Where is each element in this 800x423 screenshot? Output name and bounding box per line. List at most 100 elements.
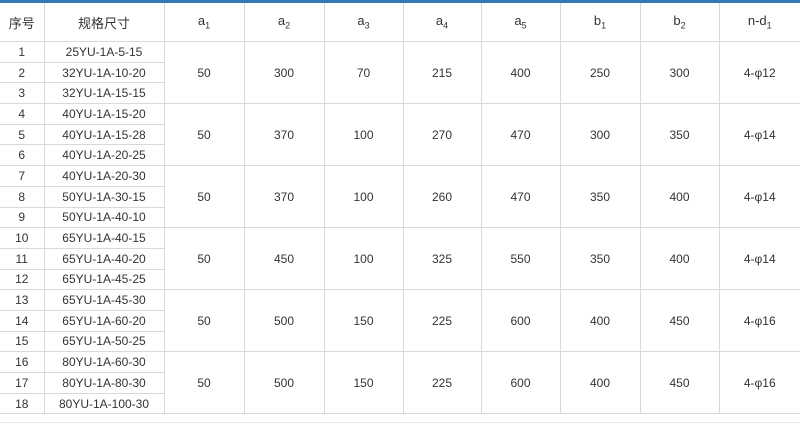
- value-cell-a1: 50: [163, 289, 245, 353]
- spec-cell: 80YU-1A-100-30: [43, 392, 165, 415]
- spec-cell: 40YU-1A-20-30: [43, 165, 165, 187]
- serial-cell: 8: [0, 185, 45, 208]
- value-cell-nd1: 4-φ12: [718, 40, 800, 105]
- serial-cell: 4: [0, 103, 45, 125]
- value-cell-a1: 50: [163, 227, 245, 291]
- serial-cell: 6: [0, 144, 45, 167]
- column-header-a2: a2: [243, 2, 325, 42]
- spec-cell: 80YU-1A-60-30: [43, 351, 165, 373]
- column-header-a4: a4: [402, 2, 482, 42]
- serial-cell: 1: [0, 41, 45, 63]
- value-cell-b1: 350: [559, 227, 641, 291]
- value-cell-a2: 450: [243, 227, 325, 291]
- table-row: 7 40YU-1A-20-30 50 370 100 260 470 350 4…: [0, 165, 800, 229]
- value-cell-a3: 70: [323, 40, 404, 105]
- value-cell-a3: 100: [323, 103, 404, 167]
- value-cell-b1: 250: [559, 40, 641, 105]
- table-row: 4 40YU-1A-15-20 50 370 100 270 470 300 3…: [0, 103, 800, 167]
- value-cell-b2: 450: [639, 289, 720, 353]
- column-header-spec: 规格尺寸: [43, 2, 165, 42]
- value-cell-a2: 300: [243, 40, 325, 105]
- header-subscript: 1: [766, 20, 772, 31]
- table-row: 1 25YU-1A-5-15 50 300 70 215 400 250 300…: [0, 40, 800, 105]
- spec-cell: 80YU-1A-80-30: [43, 372, 165, 394]
- serial-cell: 3: [0, 82, 45, 105]
- column-header-a3: a3: [323, 2, 404, 42]
- value-cell-b2: 400: [639, 165, 720, 229]
- table-row: 14 65YU-1A-60-20: [0, 309, 800, 332]
- value-cell-b2: 450: [639, 351, 720, 415]
- table-row: 9 50YU-1A-40-10: [0, 206, 800, 229]
- table-row: 3 32YU-1A-15-15: [0, 82, 800, 105]
- table-row: 12 65YU-1A-45-25: [0, 268, 800, 291]
- value-cell-nd1: 4-φ16: [718, 289, 800, 353]
- spec-cell: 65YU-1A-40-15: [43, 227, 165, 249]
- value-cell-nd1: 4-φ14: [718, 165, 800, 229]
- column-header-serial: 序号: [0, 2, 45, 42]
- value-cell-a5: 550: [480, 227, 561, 291]
- header-label: a: [435, 13, 444, 29]
- spec-cell: 50YU-1A-30-15: [43, 185, 165, 208]
- header-subscript: 3: [364, 20, 370, 31]
- serial-cell: 10: [0, 227, 45, 249]
- value-cell-nd1: 4-φ14: [718, 227, 800, 291]
- header-label: b: [673, 13, 681, 29]
- value-cell-a1: 50: [163, 40, 245, 105]
- value-cell-a3: 150: [323, 289, 404, 353]
- value-cell-a4: 270: [402, 103, 482, 167]
- value-cell-a5: 600: [480, 289, 561, 353]
- serial-cell: 5: [0, 123, 45, 146]
- value-cell-b2: 400: [639, 227, 720, 291]
- spec-cell: 50YU-1A-40-10: [43, 206, 165, 229]
- table-row: 6 40YU-1A-20-25: [0, 144, 800, 167]
- spec-cell: 65YU-1A-45-30: [43, 289, 165, 311]
- value-cell-nd1: 4-φ16: [718, 351, 800, 415]
- spec-table: 序号 规格尺寸 a1 a2 a3 a4 a5 b1 b2 n-d1 1 25YU…: [0, 2, 800, 415]
- header-subscript: 2: [285, 20, 291, 31]
- header-row: 序号 规格尺寸 a1 a2 a3 a4 a5 b1 b2 n-d1: [0, 2, 800, 42]
- serial-cell: 13: [0, 289, 45, 311]
- value-cell-a3: 100: [323, 227, 404, 291]
- serial-cell: 7: [0, 165, 45, 187]
- table-row: 5 40YU-1A-15-28: [0, 123, 800, 146]
- serial-cell: 12: [0, 268, 45, 291]
- spec-cell: 25YU-1A-5-15: [43, 41, 165, 63]
- value-cell-b1: 300: [559, 103, 641, 167]
- serial-cell: 15: [0, 330, 45, 353]
- header-label: a: [277, 13, 286, 29]
- table-row: 11 65YU-1A-40-20: [0, 247, 800, 270]
- value-cell-a2: 500: [243, 289, 325, 353]
- spec-cell: 65YU-1A-50-25: [43, 330, 165, 353]
- serial-cell: 17: [0, 372, 45, 394]
- column-header-a1: a1: [163, 2, 245, 42]
- table-row: 18 80YU-1A-100-30: [0, 392, 800, 415]
- serial-cell: 2: [0, 61, 45, 84]
- column-header-a5: a5: [480, 2, 561, 42]
- spec-cell: 32YU-1A-10-20: [43, 61, 165, 84]
- value-cell-a2: 500: [243, 351, 325, 415]
- table-row: 8 50YU-1A-30-15: [0, 185, 800, 208]
- value-cell-a5: 470: [480, 165, 561, 229]
- value-cell-a2: 370: [243, 103, 325, 167]
- value-cell-b1: 350: [559, 165, 641, 229]
- column-header-b2: b2: [639, 2, 720, 42]
- table-row: 13 65YU-1A-45-30 50 500 150 225 600 400 …: [0, 289, 800, 353]
- value-cell-a4: 325: [402, 227, 482, 291]
- table-row: 10 65YU-1A-40-15 50 450 100 325 550 350 …: [0, 227, 800, 291]
- spec-cell: 65YU-1A-45-25: [43, 268, 165, 291]
- spec-cell: 65YU-1A-40-20: [43, 247, 165, 270]
- serial-cell: 14: [0, 309, 45, 332]
- serial-cell: 16: [0, 351, 45, 373]
- header-label: n-d: [747, 13, 767, 29]
- value-cell-a4: 225: [402, 289, 482, 353]
- value-cell-a2: 370: [243, 165, 325, 229]
- value-cell-b2: 300: [639, 40, 720, 105]
- value-cell-a1: 50: [163, 103, 245, 167]
- value-cell-nd1: 4-φ14: [718, 103, 800, 167]
- spec-cell: 65YU-1A-60-20: [43, 309, 165, 332]
- value-cell-a1: 50: [163, 165, 245, 229]
- serial-cell: 18: [0, 392, 45, 415]
- column-header-b1: b1: [559, 2, 641, 42]
- value-cell-a3: 150: [323, 351, 404, 415]
